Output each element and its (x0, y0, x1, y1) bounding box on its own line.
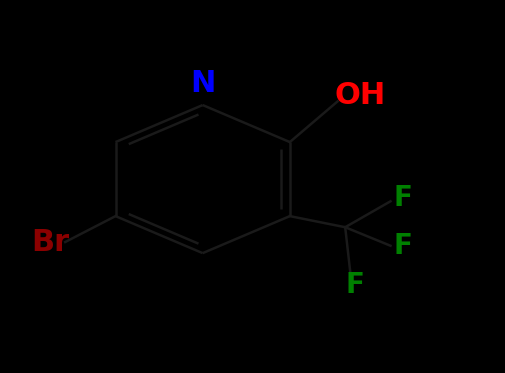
Text: F: F (393, 232, 412, 260)
Text: OH: OH (334, 81, 385, 110)
Text: F: F (393, 184, 412, 211)
Text: N: N (189, 69, 215, 98)
Text: F: F (345, 270, 364, 299)
Text: Br: Br (31, 228, 69, 257)
